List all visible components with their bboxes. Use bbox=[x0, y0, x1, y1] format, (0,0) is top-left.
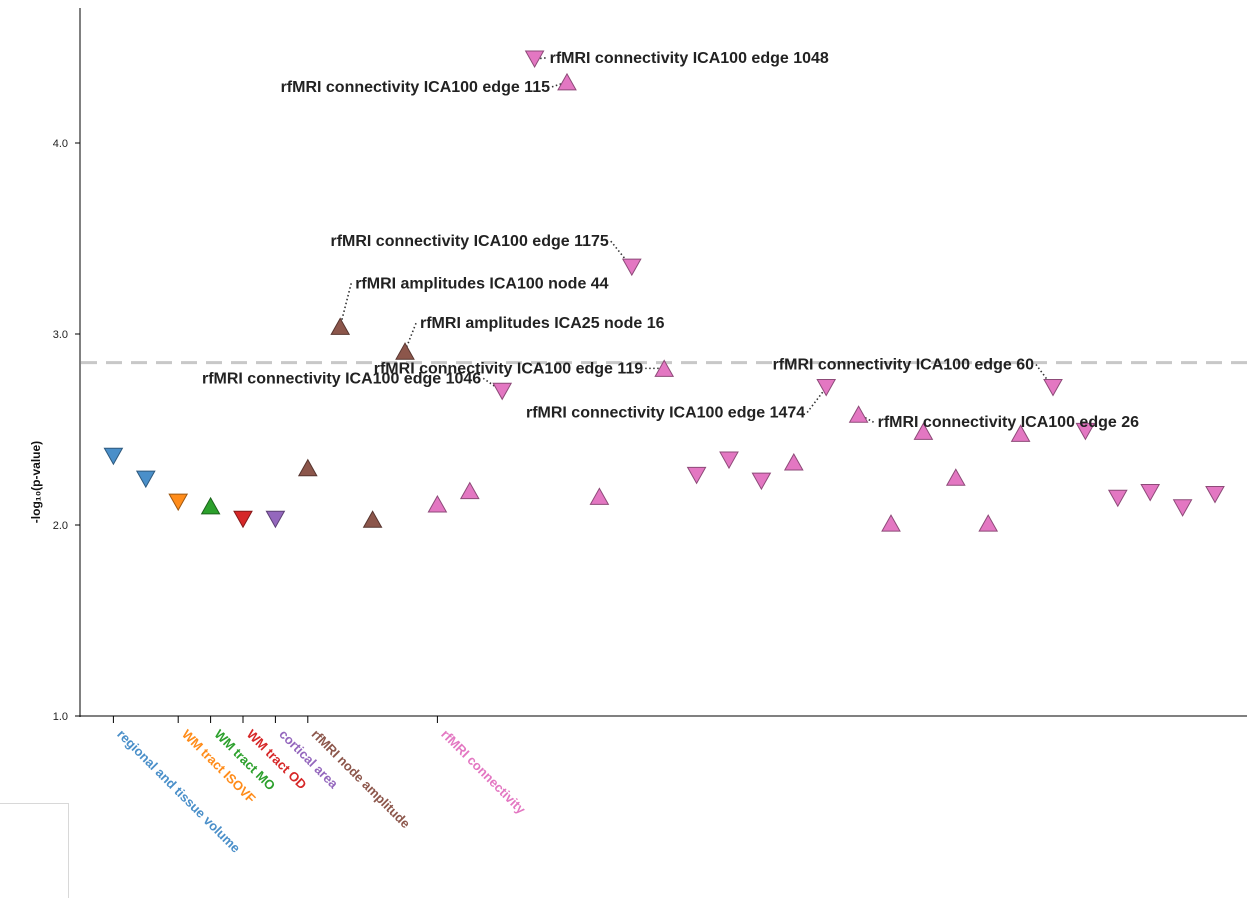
y-tick-label: 3.0 bbox=[53, 329, 68, 341]
data-point-triangle-down[interactable] bbox=[103, 447, 124, 466]
data-point-triangle-down[interactable] bbox=[1043, 378, 1063, 397]
corner-frame bbox=[0, 803, 69, 898]
data-point-triangle-down[interactable] bbox=[233, 510, 253, 529]
data-point-triangle-down[interactable] bbox=[1205, 485, 1225, 504]
point-annotation: rfMRI connectivity ICA100 edge 1474 bbox=[526, 404, 805, 421]
data-point-triangle-up[interactable] bbox=[945, 468, 966, 486]
data-point-triangle-up[interactable] bbox=[395, 342, 415, 360]
data-point-triangle-up[interactable] bbox=[330, 317, 351, 335]
data-point-triangle-down[interactable] bbox=[492, 382, 513, 401]
point-annotation: rfMRI connectivity ICA100 edge 115 bbox=[281, 79, 551, 96]
point-annotation: rfMRI amplitudes ICA25 node 16 bbox=[420, 315, 665, 332]
data-point-triangle-down[interactable] bbox=[816, 378, 837, 397]
x-category-label: rfMRI connectivity bbox=[438, 727, 529, 818]
data-point-triangle-up[interactable] bbox=[589, 487, 610, 505]
point-annotation: rfMRI connectivity ICA100 edge 1048 bbox=[550, 50, 829, 67]
data-point-triangle-down[interactable] bbox=[524, 50, 545, 68]
y-axis-label: -log₁₀(p-value) bbox=[29, 441, 43, 523]
data-point-triangle-up[interactable] bbox=[459, 481, 480, 500]
data-point-triangle-down[interactable] bbox=[265, 510, 286, 529]
data-point-triangle-down[interactable] bbox=[135, 470, 156, 489]
data-point-triangle-down[interactable] bbox=[621, 258, 642, 277]
annotation-leader-line bbox=[858, 413, 874, 423]
point-annotation: rfMRI connectivity ICA100 edge 26 bbox=[878, 414, 1140, 431]
annotation-leader-line bbox=[806, 386, 827, 413]
data-point-triangle-down[interactable] bbox=[168, 493, 189, 512]
data-point-triangle-up[interactable] bbox=[362, 510, 383, 528]
data-point-triangle-down[interactable] bbox=[1172, 499, 1193, 517]
point-annotation: rfMRI connectivity ICA100 edge 1175 bbox=[330, 233, 608, 250]
data-point-triangle-up[interactable] bbox=[654, 359, 675, 377]
data-point-triangle-down[interactable] bbox=[719, 451, 739, 470]
data-point-triangle-up[interactable] bbox=[200, 496, 221, 515]
data-point-triangle-up[interactable] bbox=[913, 422, 934, 440]
data-point-triangle-up[interactable] bbox=[848, 405, 869, 423]
y-tick-label: 4.0 bbox=[53, 138, 68, 150]
data-point-triangle-down[interactable] bbox=[1075, 422, 1096, 441]
data-point-triangle-down[interactable] bbox=[686, 466, 707, 485]
annotation-leader-line bbox=[339, 283, 352, 327]
point-annotation: rfMRI amplitudes ICA100 node 44 bbox=[355, 275, 608, 292]
data-point-triangle-up[interactable] bbox=[783, 452, 804, 471]
data-point-triangle-up[interactable] bbox=[427, 494, 448, 513]
data-point-triangle-up[interactable] bbox=[881, 514, 901, 532]
data-point-triangle-up[interactable] bbox=[297, 458, 318, 477]
point-annotation: rfMRI connectivity ICA100 edge 119 bbox=[374, 360, 644, 377]
point-annotation: rfMRI connectivity ICA100 edge 1046 bbox=[202, 370, 481, 387]
data-point-triangle-up[interactable] bbox=[978, 514, 999, 532]
data-point-triangle-down[interactable] bbox=[751, 472, 772, 491]
y-tick-label: 2.0 bbox=[53, 520, 68, 532]
y-tick-label: 1.0 bbox=[53, 711, 68, 723]
annotation-leader-line bbox=[610, 240, 633, 268]
annotation-leader-line bbox=[1035, 364, 1054, 388]
data-point-triangle-down[interactable] bbox=[1107, 489, 1128, 508]
data-point-triangle-up[interactable] bbox=[1010, 424, 1031, 442]
data-point-triangle-up[interactable] bbox=[557, 72, 577, 91]
data-point-triangle-down[interactable] bbox=[1140, 484, 1161, 502]
point-annotation: rfMRI connectivity ICA100 edge 60 bbox=[773, 356, 1035, 373]
